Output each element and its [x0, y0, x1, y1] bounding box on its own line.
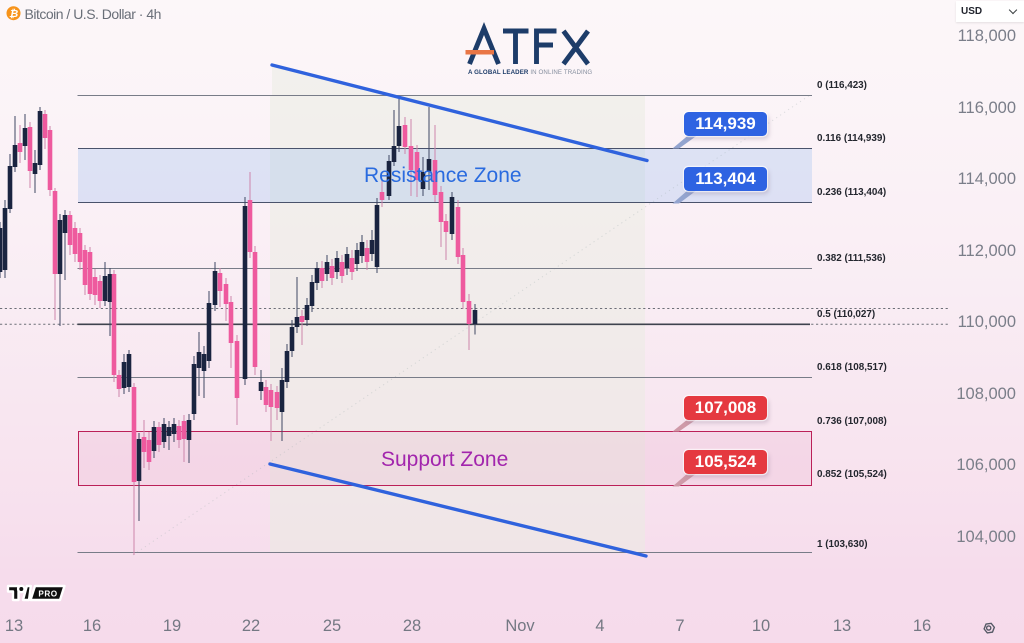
svg-text:₿: ₿: [9, 7, 18, 20]
svg-text:PRO: PRO: [38, 590, 57, 599]
